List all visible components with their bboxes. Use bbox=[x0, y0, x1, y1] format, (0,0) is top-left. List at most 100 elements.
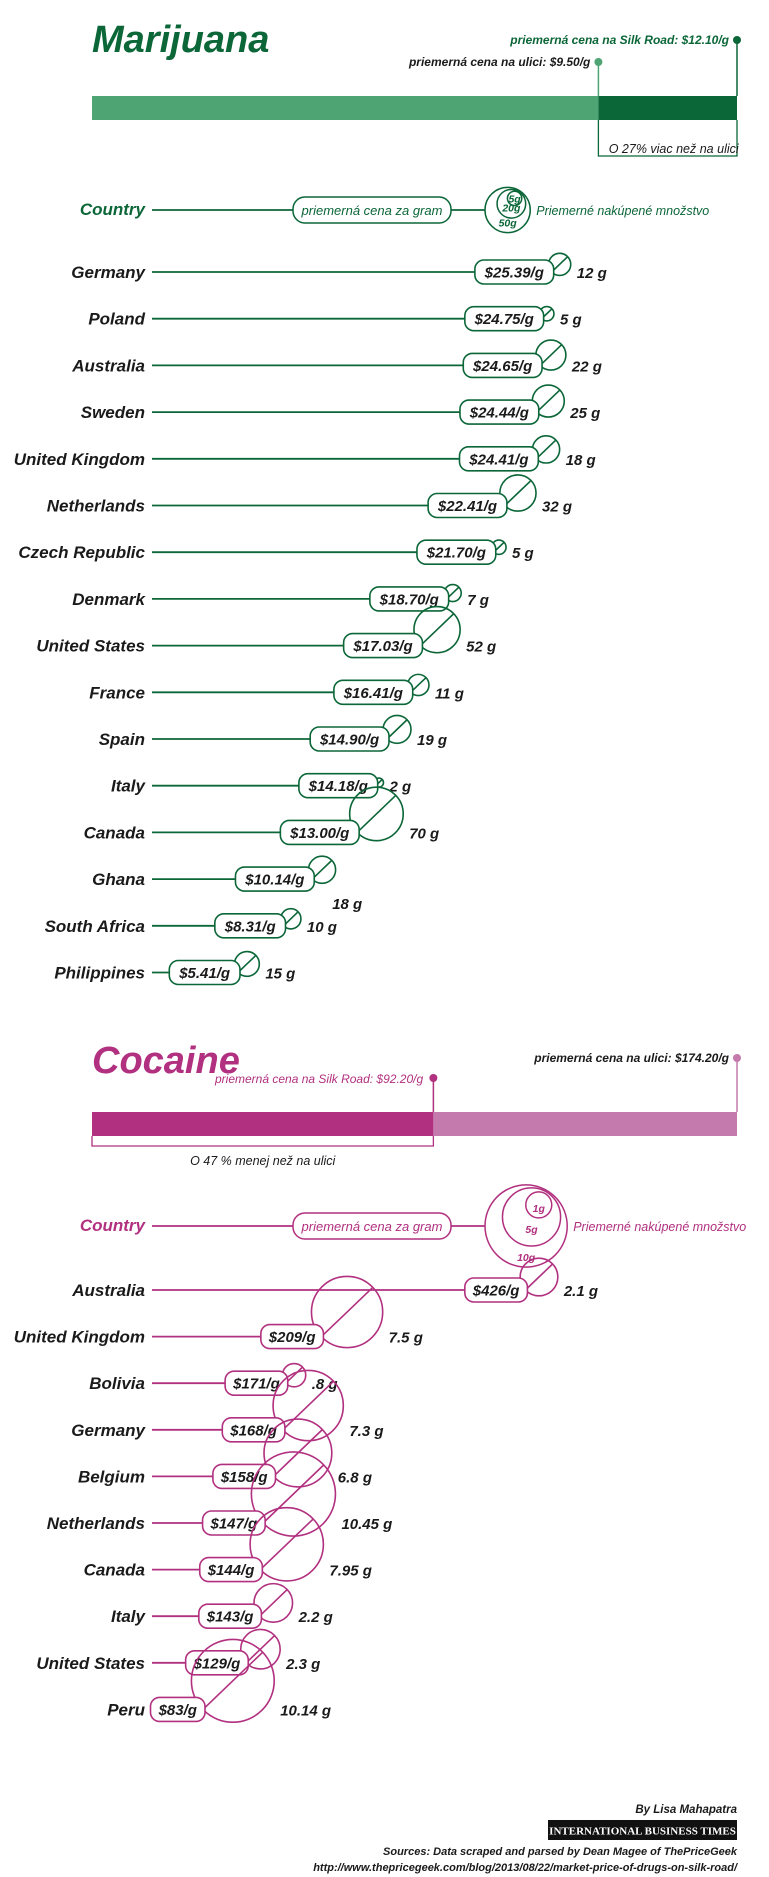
footer-url: http://www.thepricegeek.com/blog/2013/08… bbox=[313, 1862, 739, 1874]
row-country-label: Italy bbox=[111, 1607, 147, 1626]
comparison-bracket bbox=[91, 1136, 435, 1147]
row-price-label: $143/g bbox=[206, 1609, 254, 1626]
row-price-label: $129/g bbox=[193, 1655, 241, 1672]
row-price-label: $168/g bbox=[229, 1422, 277, 1439]
row-quantity-circle bbox=[250, 1451, 337, 1537]
row-quantity-label: 52 g bbox=[466, 639, 496, 656]
publisher-logo: INTERNATIONAL BUSINESS TIMES bbox=[549, 1826, 736, 1838]
row-price-pill bbox=[462, 352, 543, 379]
row-quantity-label: 2.3 g bbox=[285, 1656, 320, 1673]
row-quantity-label: 11 g bbox=[435, 685, 464, 702]
row-price-label: $16.41/g bbox=[343, 685, 403, 702]
row-price-label: $14.90/g bbox=[319, 732, 379, 749]
row-quantity-label: 19 g bbox=[417, 732, 447, 749]
comparison-label: O 47 % menej než na ulici bbox=[190, 1154, 336, 1168]
section-title: Cocaine bbox=[92, 1040, 240, 1082]
row-radius-line bbox=[539, 344, 563, 366]
row-radius-line bbox=[259, 1518, 314, 1571]
row-price-pill bbox=[184, 1650, 250, 1676]
row-price-pill bbox=[298, 772, 379, 799]
row-country-label: South Africa bbox=[45, 917, 145, 936]
row-quantity-label: 5 g bbox=[512, 545, 534, 562]
row-country-label: Czech Republic bbox=[18, 543, 145, 562]
row-radius-line bbox=[536, 389, 561, 413]
row-price-label: $18.70/g bbox=[379, 591, 439, 608]
row-quantity-label: 18 g bbox=[566, 452, 596, 469]
row-quantity-label: 10.45 g bbox=[341, 1516, 392, 1533]
row-price-label: $14.18/g bbox=[308, 778, 368, 795]
row-price-pill bbox=[234, 866, 316, 892]
row-country-label: United Kingdom bbox=[14, 450, 145, 469]
legend-size-label: 10g bbox=[517, 1252, 536, 1264]
row-quantity-label: 10.14 g bbox=[280, 1702, 331, 1719]
row-radius-line bbox=[386, 719, 408, 740]
row-radius-line bbox=[524, 1263, 554, 1291]
row-radius-line bbox=[356, 794, 397, 833]
row-price-pill bbox=[369, 586, 450, 612]
header-country: Country bbox=[80, 1216, 147, 1235]
row-quantity-label: 70 g bbox=[409, 825, 439, 842]
legend-circle-2 bbox=[484, 186, 532, 234]
silk-road-marker bbox=[733, 36, 741, 44]
street-price-label: priemerná cena na ulici: $9.50/g bbox=[408, 55, 591, 69]
row-country-label: Bolivia bbox=[89, 1374, 145, 1393]
header-quantity-label: Priemerné nakúpené množstvo bbox=[536, 204, 709, 218]
row-country-label: Canada bbox=[84, 1561, 145, 1580]
row-radius-line bbox=[258, 1589, 288, 1617]
row-price-label: $24.44/g bbox=[469, 405, 529, 422]
row-quantity-label: 7.3 g bbox=[349, 1423, 383, 1440]
row-quantity-label: 7.95 g bbox=[329, 1563, 372, 1580]
row-price-pill bbox=[279, 819, 360, 846]
row-price-pill bbox=[201, 1510, 266, 1536]
section-title: Marijuana bbox=[92, 19, 269, 61]
row-quantity-label: .8 g bbox=[312, 1376, 338, 1393]
street-marker bbox=[594, 58, 603, 66]
row-radius-line bbox=[262, 1464, 325, 1524]
row-country-label: Denmark bbox=[72, 590, 146, 609]
row-radius-line bbox=[535, 439, 557, 460]
publisher-logo-bg bbox=[548, 1820, 737, 1840]
row-country-label: Germany bbox=[71, 263, 146, 282]
row-country-label: Canada bbox=[84, 823, 145, 842]
street-price-label: priemerná cena na ulici: $174.20/g bbox=[533, 1051, 729, 1065]
row-price-pill bbox=[198, 1603, 263, 1629]
row-price-pill bbox=[214, 912, 287, 939]
row-country-label: United Kingdom bbox=[14, 1328, 145, 1347]
row-price-label: $5.41/g bbox=[178, 965, 230, 982]
footer-byline: By Lisa Mahapatra bbox=[635, 1804, 737, 1816]
row-price-pill bbox=[198, 1556, 264, 1583]
row-radius-line bbox=[272, 1429, 323, 1477]
header-price-pill bbox=[292, 196, 452, 224]
row-country-label: Netherlands bbox=[47, 497, 145, 516]
row-radius-line bbox=[282, 1380, 335, 1431]
row-price-label: $17.03/g bbox=[352, 638, 412, 655]
row-quantity-label: 6.8 g bbox=[338, 1469, 372, 1486]
row-country-label: Spain bbox=[99, 730, 145, 749]
legend-size-label: 5g bbox=[508, 193, 521, 205]
row-quantity-circle bbox=[190, 1638, 276, 1724]
row-price-pill bbox=[342, 632, 424, 659]
row-country-label: Poland bbox=[88, 310, 145, 329]
row-quantity-label: 15 g bbox=[265, 966, 295, 983]
row-price-pill bbox=[458, 445, 540, 472]
legend-size-label: 5g bbox=[525, 1224, 538, 1236]
row-country-label: Sweden bbox=[81, 403, 145, 422]
legend-circle-1 bbox=[496, 188, 527, 219]
row-price-label: $10.14/g bbox=[244, 872, 304, 889]
row-price-label: $147/g bbox=[210, 1516, 258, 1533]
row-price-pill bbox=[333, 679, 414, 706]
row-quantity-label: 32 g bbox=[542, 499, 572, 516]
silk-road-price-label: priemerná cena na Silk Road: $92.20/g bbox=[214, 1072, 423, 1086]
row-price-label: $83/g bbox=[158, 1702, 197, 1719]
row-country-label: Belgium bbox=[78, 1467, 145, 1486]
row-quantity-circle bbox=[239, 1628, 281, 1670]
legend-size-label: 1g bbox=[533, 1203, 546, 1215]
row-quantity-label: 18 g bbox=[332, 896, 362, 913]
row-price-label: $25.39/g bbox=[484, 265, 544, 282]
street-extra-bar bbox=[433, 1112, 737, 1136]
row-price-pill bbox=[427, 492, 508, 519]
row-country-label: United States bbox=[36, 1654, 145, 1673]
legend-circle-2 bbox=[484, 1184, 568, 1268]
row-radius-line bbox=[320, 1286, 374, 1338]
row-price-label: $24.65/g bbox=[472, 358, 532, 375]
